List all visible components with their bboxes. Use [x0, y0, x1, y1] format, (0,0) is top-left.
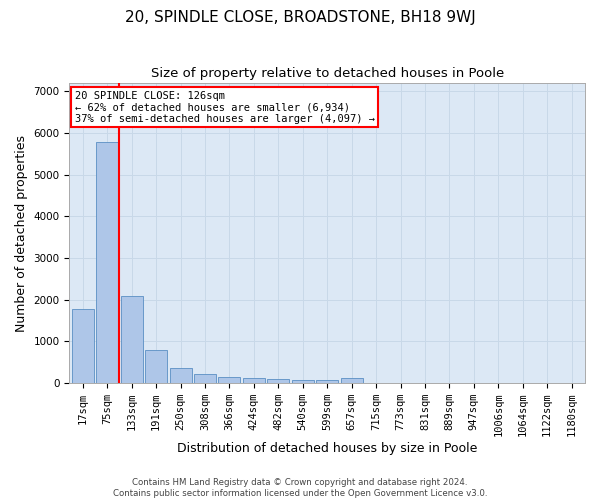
Bar — [292, 380, 314, 383]
Text: 20, SPINDLE CLOSE, BROADSTONE, BH18 9WJ: 20, SPINDLE CLOSE, BROADSTONE, BH18 9WJ — [125, 10, 475, 25]
Title: Size of property relative to detached houses in Poole: Size of property relative to detached ho… — [151, 68, 504, 80]
Bar — [316, 380, 338, 383]
Bar — [72, 309, 94, 383]
Bar — [341, 378, 362, 383]
Bar — [268, 379, 289, 383]
Bar — [218, 377, 241, 383]
Bar — [243, 378, 265, 383]
Text: 20 SPINDLE CLOSE: 126sqm
← 62% of detached houses are smaller (6,934)
37% of sem: 20 SPINDLE CLOSE: 126sqm ← 62% of detach… — [74, 90, 374, 124]
X-axis label: Distribution of detached houses by size in Poole: Distribution of detached houses by size … — [177, 442, 478, 455]
Text: Contains HM Land Registry data © Crown copyright and database right 2024.
Contai: Contains HM Land Registry data © Crown c… — [113, 478, 487, 498]
Bar — [145, 350, 167, 383]
Bar — [96, 142, 118, 383]
Bar — [121, 296, 143, 383]
Bar — [194, 374, 216, 383]
Bar — [170, 368, 191, 383]
Y-axis label: Number of detached properties: Number of detached properties — [15, 134, 28, 332]
